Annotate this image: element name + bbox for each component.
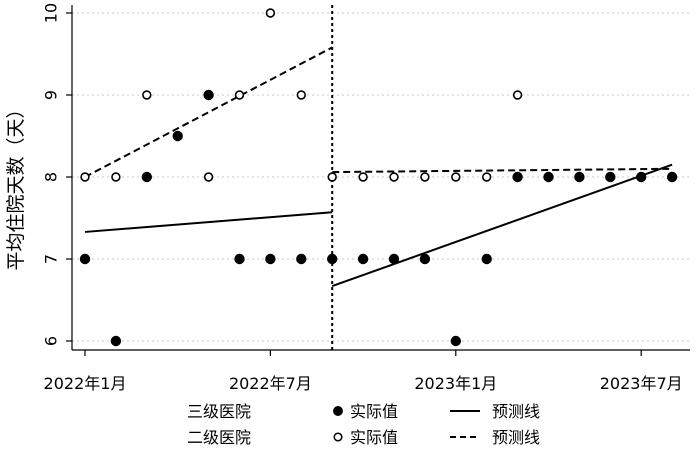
point-level3 <box>419 253 431 265</box>
point-level3 <box>110 335 122 347</box>
y-tick-label: 9 <box>42 90 61 100</box>
fit-line-level3 <box>331 163 673 288</box>
point-level3 <box>357 253 369 265</box>
point-level2 <box>512 90 523 100</box>
point-level3 <box>388 253 400 265</box>
fit-line-level3 <box>84 211 333 233</box>
data-points <box>79 8 678 347</box>
y-tick-label: 10 <box>42 3 61 23</box>
y-tick-label: 6 <box>42 336 61 346</box>
legend-marker-label: 实际值 <box>350 402 398 421</box>
point-level3 <box>172 130 183 142</box>
x-tick-label: 2022年1月 <box>44 374 127 393</box>
legend-group-label: 三级医院 <box>187 402 251 421</box>
point-level3 <box>265 253 276 265</box>
point-level2 <box>265 8 276 18</box>
point-level2 <box>389 172 399 182</box>
point-level3 <box>666 171 678 183</box>
point-level3 <box>450 335 461 347</box>
point-level3 <box>327 253 338 265</box>
point-level3 <box>605 171 616 183</box>
y-axis-label: 平均住院天数（天） <box>5 99 27 270</box>
point-level2 <box>420 172 430 182</box>
y-tick-label: 7 <box>42 254 61 264</box>
point-level2 <box>451 172 461 182</box>
x-tick-label: 2022年7月 <box>229 374 312 393</box>
point-level3 <box>296 253 307 265</box>
point-level2 <box>234 90 245 100</box>
y-tick-label: 8 <box>42 172 61 182</box>
x-tick-label: 2023年1月 <box>414 374 497 393</box>
point-level2 <box>142 90 152 100</box>
legend-marker-label: 实际值 <box>350 428 398 447</box>
x-ticks: 2022年1月 2022年7月 2023年1月 2023年7月 <box>44 350 683 393</box>
legend-filled-marker <box>333 406 343 416</box>
point-level2 <box>80 172 90 182</box>
point-level2 <box>296 90 306 100</box>
fit-lines <box>84 46 673 288</box>
fit-line-level2 <box>84 46 333 178</box>
point-level3 <box>543 171 554 183</box>
point-level3 <box>635 171 647 183</box>
legend-line-label: 预测线 <box>492 428 540 447</box>
legend-hollow-marker <box>333 432 343 442</box>
legend-row-level2: 二级医院 实际值 预测线 <box>187 428 540 447</box>
point-level3 <box>574 171 585 183</box>
fit-line-level2 <box>332 167 673 174</box>
legend-line-label: 预测线 <box>492 402 540 421</box>
point-level2 <box>327 172 337 182</box>
point-level2 <box>358 172 368 182</box>
legend: 三级医院 实际值 预测线 二级医院 实际值 预测线 <box>187 402 540 447</box>
x-tick-label: 2023年7月 <box>600 374 683 393</box>
point-level2 <box>111 172 121 182</box>
point-level3 <box>141 171 153 183</box>
point-level3 <box>79 253 91 265</box>
point-level2 <box>482 172 492 182</box>
legend-group-label: 二级医院 <box>187 428 251 447</box>
point-level3 <box>481 253 492 265</box>
point-level3 <box>234 253 245 265</box>
legend-row-level3: 三级医院 实际值 预测线 <box>187 402 540 421</box>
point-level3 <box>203 89 214 101</box>
point-level2 <box>203 172 214 182</box>
grid-layer <box>72 12 690 342</box>
y-ticks: 6 7 8 9 10 <box>42 3 72 346</box>
point-level3 <box>512 171 523 183</box>
